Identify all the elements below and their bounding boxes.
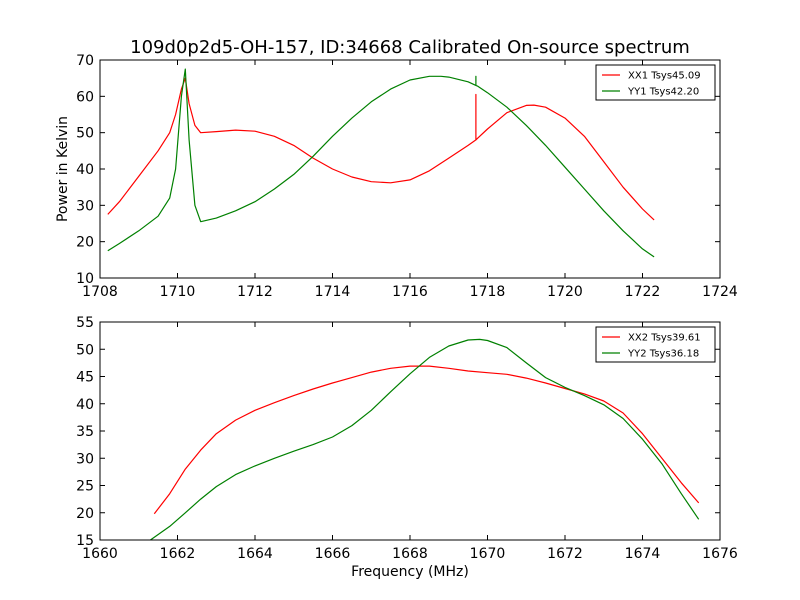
y-tick-label: 35 [76, 424, 94, 440]
x-tick-label: 1716 [392, 284, 428, 300]
legend-label: XX1 Tsys45.09 [628, 71, 701, 82]
series-line-1 [153, 365, 700, 515]
legend: XX1 Tsys45.09 YY1 Tsys42.20 [595, 64, 716, 101]
y-tick-label: 10 [76, 271, 94, 287]
y-tick-label: 20 [76, 235, 94, 251]
legend-label: YY1 Tsys42.20 [627, 87, 699, 98]
y-tick-label: 40 [76, 162, 94, 178]
x-tick-label: 1714 [315, 284, 351, 300]
x-tick-label: 1660 [82, 546, 118, 562]
x-tick-label: 1666 [315, 546, 351, 562]
x-tick-label: 1670 [470, 546, 506, 562]
y-tick-label: 60 [76, 89, 94, 105]
series-line-2 [150, 338, 700, 541]
series-line-2 [107, 68, 655, 258]
y-tick-label: 50 [76, 342, 94, 358]
y-tick-label: 20 [76, 506, 94, 522]
subplots: 1708 1710 1712 1714 1716 1718 1720 1722 1724 10 20… [55, 53, 738, 580]
legend-label: YY2 Tsys36.18 [627, 349, 699, 360]
x-tick-label: 1710 [160, 284, 196, 300]
legend: XX2 Tsys39.61 YY2 Tsys36.18 [595, 326, 716, 363]
x-tick-label: 1674 [625, 546, 661, 562]
x-axis-label: Frequency (MHz) [351, 564, 469, 580]
y-tick-label: 45 [76, 370, 94, 386]
x-tick-label: 1718 [470, 284, 506, 300]
y-axis-label: Power in Kelvin [55, 116, 71, 222]
legend-box [595, 64, 716, 101]
figure-title: 109d0p2d5-OH-157, ID:34668 Calibrated On… [130, 37, 690, 58]
x-tick-label: 1668 [392, 546, 428, 562]
x-tick-label: 1720 [547, 284, 583, 300]
y-tick-label: 50 [76, 126, 94, 142]
y-tick-label: 30 [76, 451, 94, 467]
y-tick-label: 15 [76, 533, 94, 549]
legend-label: XX2 Tsys39.61 [628, 333, 701, 344]
x-tick-label: 1708 [82, 284, 118, 300]
y-tick-label: 30 [76, 198, 94, 214]
x-tick-label: 1724 [702, 284, 738, 300]
subplot-2: 1660 1662 1664 1666 1668 1670 1672 1674 1676 15 20… [76, 315, 738, 580]
subplot-1: 1708 1710 1712 1714 1716 1718 1720 1722 1724 10 20… [55, 53, 738, 300]
y-tick-label: 70 [76, 53, 94, 69]
y-tick-label: 55 [76, 315, 94, 331]
y-tick-label: 25 [76, 479, 94, 495]
x-tick-label: 1712 [237, 284, 273, 300]
x-tick-label: 1662 [160, 546, 196, 562]
legend-box [595, 326, 716, 363]
x-tick-label: 1672 [547, 546, 583, 562]
x-tick-label: 1664 [237, 546, 273, 562]
x-tick-label: 1722 [625, 284, 661, 300]
y-tick-label: 40 [76, 397, 94, 413]
x-tick-label: 1676 [702, 546, 738, 562]
